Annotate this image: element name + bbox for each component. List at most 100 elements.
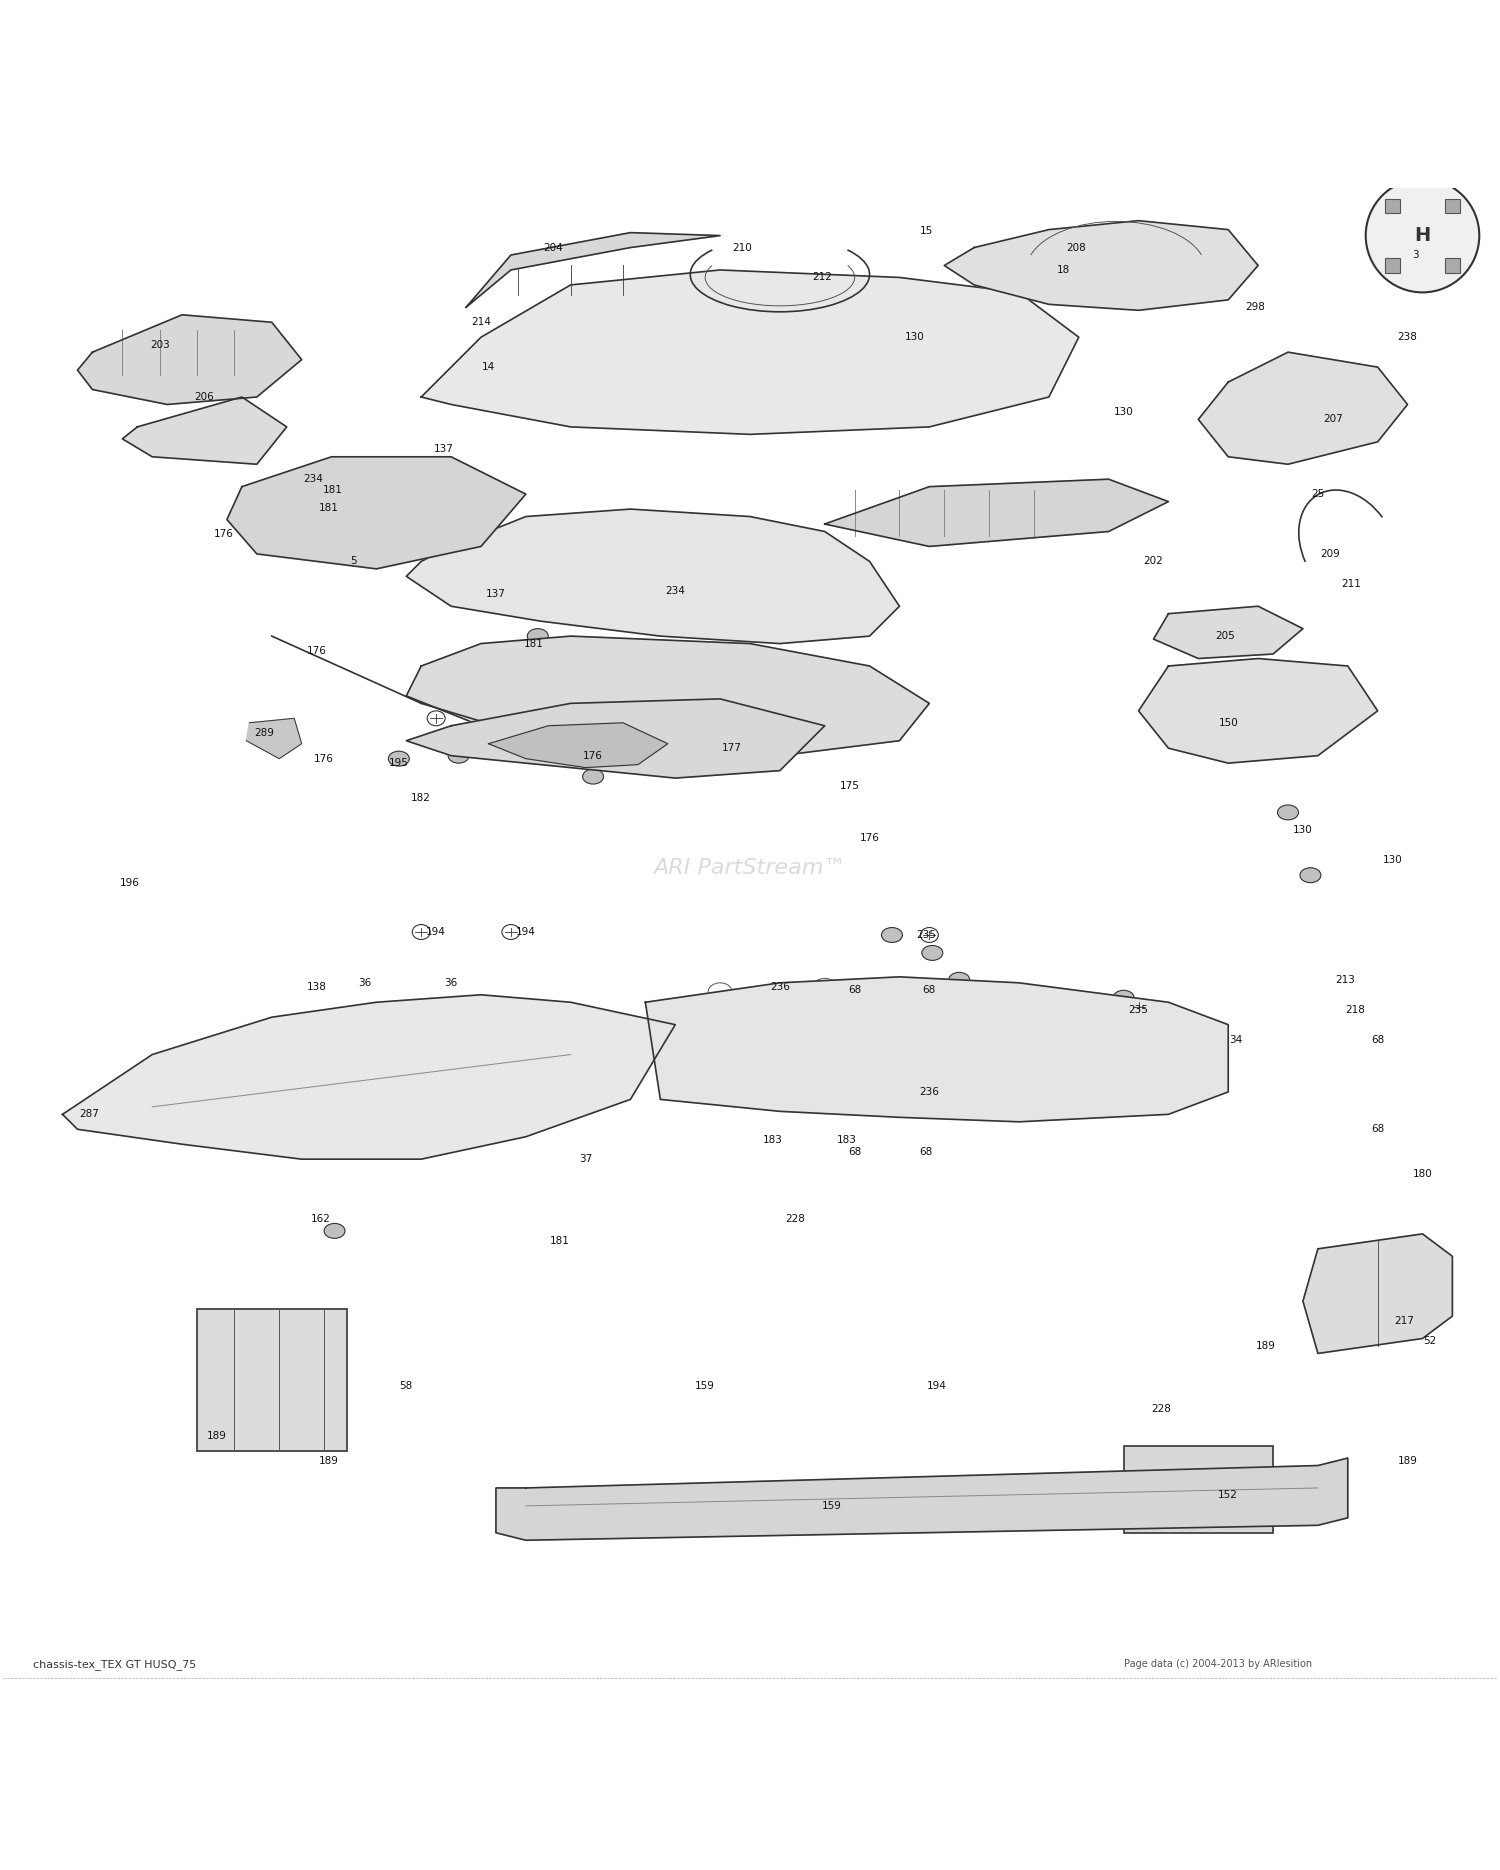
Text: 176: 176 <box>314 754 334 763</box>
Text: 218: 218 <box>1346 1004 1365 1015</box>
Polygon shape <box>1198 352 1407 464</box>
Text: 183: 183 <box>762 1135 783 1144</box>
Text: 176: 176 <box>859 832 879 843</box>
Text: 228: 228 <box>1150 1404 1172 1414</box>
Text: 238: 238 <box>1398 333 1417 342</box>
Text: 68: 68 <box>847 985 861 995</box>
Text: 150: 150 <box>1218 718 1237 727</box>
Text: 3: 3 <box>1412 251 1419 260</box>
Text: 130: 130 <box>904 333 924 342</box>
Text: 235: 235 <box>916 929 936 941</box>
Text: 181: 181 <box>550 1236 570 1247</box>
Text: 181: 181 <box>322 484 344 496</box>
Text: 58: 58 <box>399 1382 412 1391</box>
Ellipse shape <box>80 1103 100 1118</box>
Text: 189: 189 <box>1398 1457 1417 1466</box>
Text: 194: 194 <box>927 1382 946 1391</box>
Text: 234: 234 <box>303 475 324 484</box>
Text: 15: 15 <box>920 226 933 236</box>
Text: 68: 68 <box>922 985 936 995</box>
Polygon shape <box>825 479 1168 546</box>
Ellipse shape <box>950 972 969 987</box>
Text: 211: 211 <box>1341 580 1360 589</box>
Text: 162: 162 <box>310 1214 332 1225</box>
Ellipse shape <box>882 928 903 942</box>
Text: 68: 68 <box>1371 1124 1384 1135</box>
Text: 236: 236 <box>920 1086 939 1098</box>
Polygon shape <box>496 1459 1348 1541</box>
Text: 175: 175 <box>840 780 860 791</box>
Polygon shape <box>489 724 668 767</box>
Text: 203: 203 <box>150 340 170 350</box>
Text: 209: 209 <box>1320 550 1340 559</box>
Ellipse shape <box>528 628 549 643</box>
Text: 36: 36 <box>444 978 458 987</box>
Text: 182: 182 <box>411 793 430 802</box>
Text: 236: 236 <box>770 982 790 993</box>
Polygon shape <box>226 456 526 568</box>
Ellipse shape <box>1113 991 1134 1006</box>
Text: 181: 181 <box>524 638 543 649</box>
Polygon shape <box>645 976 1228 1122</box>
Ellipse shape <box>922 946 944 961</box>
Text: 152: 152 <box>1218 1490 1237 1500</box>
Polygon shape <box>1138 658 1377 763</box>
Ellipse shape <box>429 1073 504 1126</box>
Text: 68: 68 <box>1371 1034 1384 1045</box>
Text: 130: 130 <box>1293 825 1312 836</box>
Text: 217: 217 <box>1395 1316 1414 1326</box>
Text: 228: 228 <box>784 1214 806 1225</box>
Circle shape <box>1365 180 1479 292</box>
Text: 214: 214 <box>471 318 490 327</box>
Text: 208: 208 <box>1066 243 1086 252</box>
Text: 194: 194 <box>426 928 445 937</box>
Text: 196: 196 <box>120 877 140 888</box>
Text: 189: 189 <box>1256 1341 1275 1350</box>
Ellipse shape <box>448 748 470 763</box>
Polygon shape <box>945 221 1258 310</box>
Text: 37: 37 <box>579 1154 592 1165</box>
Text: H: H <box>1414 226 1431 245</box>
Text: 189: 189 <box>207 1431 226 1440</box>
Text: 137: 137 <box>433 445 453 454</box>
Text: 287: 287 <box>80 1109 99 1120</box>
Polygon shape <box>406 636 930 755</box>
Polygon shape <box>1154 606 1304 658</box>
Text: 34: 34 <box>1228 1034 1242 1045</box>
Bar <box>1444 258 1460 273</box>
Text: 205: 205 <box>1215 630 1234 641</box>
Text: 138: 138 <box>306 982 327 993</box>
Ellipse shape <box>1278 804 1299 819</box>
Text: 298: 298 <box>1245 303 1264 312</box>
Text: 204: 204 <box>543 243 562 252</box>
Ellipse shape <box>582 576 603 591</box>
Polygon shape <box>466 232 720 307</box>
Text: 202: 202 <box>1143 557 1164 567</box>
Text: chassis-tex_TEX GT HUSQ_75: chassis-tex_TEX GT HUSQ_75 <box>33 1659 197 1670</box>
Polygon shape <box>1304 1234 1452 1354</box>
Text: 52: 52 <box>1424 1337 1437 1346</box>
Text: 18: 18 <box>1058 266 1071 275</box>
Text: 234: 234 <box>666 587 686 597</box>
Text: 213: 213 <box>1335 974 1354 985</box>
Ellipse shape <box>324 1223 345 1238</box>
Bar <box>1444 198 1460 213</box>
Text: 36: 36 <box>358 978 370 987</box>
Text: 159: 159 <box>694 1382 715 1391</box>
Polygon shape <box>406 509 900 643</box>
Text: 68: 68 <box>847 1146 861 1158</box>
Text: Page data (c) 2004-2013 by ARIesition: Page data (c) 2004-2013 by ARIesition <box>1124 1659 1311 1670</box>
Polygon shape <box>78 314 302 404</box>
Ellipse shape <box>388 752 410 767</box>
Text: 5: 5 <box>351 557 357 567</box>
Text: 177: 177 <box>722 742 742 754</box>
Polygon shape <box>406 699 825 778</box>
Text: 159: 159 <box>822 1502 842 1511</box>
Ellipse shape <box>1300 868 1322 883</box>
Text: 207: 207 <box>1323 415 1342 424</box>
Text: 189: 189 <box>318 1457 339 1466</box>
Text: ARI PartStream™: ARI PartStream™ <box>654 858 846 877</box>
Text: 14: 14 <box>482 363 495 372</box>
Text: 176: 176 <box>214 529 234 539</box>
Text: 210: 210 <box>732 243 753 252</box>
